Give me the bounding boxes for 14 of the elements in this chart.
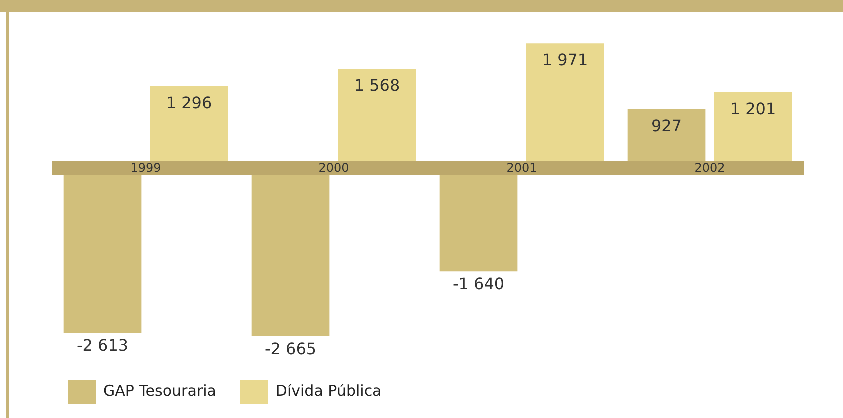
x-tick-label: 2002 xyxy=(694,161,726,176)
data-label: -2 665 xyxy=(264,339,317,358)
data-label: 1 201 xyxy=(730,99,776,118)
data-label: 1 296 xyxy=(166,93,212,112)
data-label: 1 971 xyxy=(542,50,588,70)
legend-label: Dívida Pública xyxy=(276,382,382,400)
x-tick-label: 2000 xyxy=(318,161,350,176)
legend-label: GAP Tesouraria xyxy=(104,382,216,400)
data-label: -2 613 xyxy=(76,336,129,356)
data-label: 927 xyxy=(651,116,682,136)
x-tick-label: 1999 xyxy=(130,161,162,176)
x-tick-label: 2001 xyxy=(506,161,538,176)
data-label: -1 640 xyxy=(452,274,505,294)
data-label: 1 568 xyxy=(354,76,400,96)
